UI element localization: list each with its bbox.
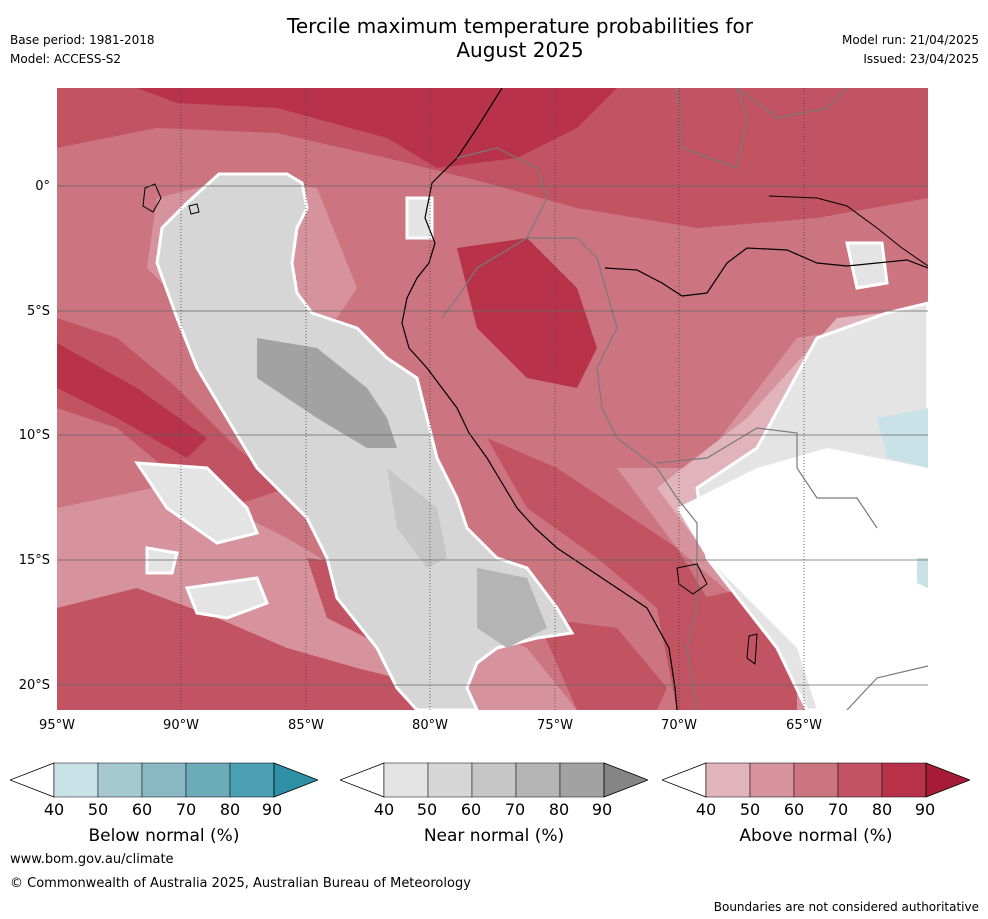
above-normal-label: Above normal (%): [739, 826, 893, 846]
no-dominant-region: [847, 668, 928, 710]
above-colorbar-segment: [749, 762, 795, 798]
below-normal-40-50-region: [877, 408, 928, 468]
below-colorbar-segment: [185, 762, 231, 798]
country-border: [441, 147, 548, 319]
below-normal-colorbar: [10, 762, 318, 798]
below-colorbar-segment: [229, 762, 275, 798]
above-tick-70: 70: [827, 800, 849, 819]
below-tick-50: 50: [87, 800, 109, 819]
above-tick-90: 90: [914, 800, 936, 819]
country-border: [656, 427, 878, 529]
below-colorbar-segment: [53, 762, 99, 798]
below-normal-40-50-region: [917, 558, 928, 588]
near-colorbar-segment: [427, 762, 473, 798]
above-normal-80-90-region: [57, 343, 207, 458]
footer-disclaimer: Boundaries are not considered authoritat…: [713, 900, 979, 914]
lat-label-5s: 5°S: [26, 304, 50, 319]
footer-copyright: © Commonwealth of Australia 2025, Austra…: [10, 876, 471, 891]
near-tick-40: 40: [373, 800, 395, 819]
near-normal-region: [134, 461, 260, 545]
lon-label-70w: 70°W: [661, 718, 697, 733]
below-colorbar-segment: [97, 762, 143, 798]
model-text: Model: ACCESS-S2: [10, 52, 122, 66]
near-normal-colorbar: [340, 762, 648, 798]
lat-label-0: 0°: [35, 179, 50, 194]
no-dominant-region: [677, 448, 928, 710]
near-normal-70-80-region: [257, 338, 397, 448]
latitude-gridlines: [57, 185, 928, 686]
below-colorbar-high-extend: [273, 762, 318, 798]
near-colorbar-high-extend: [603, 762, 648, 798]
near-normal-region: [184, 576, 269, 620]
lon-label-95w: 95°W: [39, 718, 75, 733]
near-tick-90: 90: [591, 800, 613, 819]
below-tick-40: 40: [43, 800, 65, 819]
near-tick-80: 80: [548, 800, 570, 819]
model-run-text: Model run: 21/04/2025: [841, 33, 979, 47]
lon-label-80w: 80°W: [412, 718, 448, 733]
below-tick-80: 80: [219, 800, 241, 819]
probability-map: [57, 88, 928, 710]
lat-label-10s: 10°S: [18, 428, 50, 443]
above-tick-40: 40: [695, 800, 717, 819]
country-border: [846, 665, 928, 710]
page-title: Tercile maximum temperature probabilitie…: [0, 14, 988, 62]
above-normal-70-80-region: [537, 618, 667, 710]
above-normal-70-80-region: [487, 438, 707, 608]
above-colorbar-segment: [705, 762, 751, 798]
coastline: [401, 88, 678, 710]
below-colorbar-segment: [141, 762, 187, 798]
above-colorbar-segment: [793, 762, 839, 798]
above-tick-50: 50: [739, 800, 761, 819]
near-colorbar-segment: [559, 762, 605, 798]
amazon-river: [604, 247, 928, 297]
above-colorbar-low-extend: [662, 762, 707, 798]
near-tick-60: 60: [460, 800, 482, 819]
galapagos-islands: [142, 183, 162, 213]
lon-label-75w: 75°W: [537, 718, 573, 733]
above-colorbar-high-extend: [925, 762, 970, 798]
near-normal-region: [145, 546, 179, 575]
lake-titicaca: [676, 563, 708, 595]
near-normal-label: Near normal (%): [423, 826, 565, 846]
title-line-1: Tercile maximum temperature probabilitie…: [287, 14, 753, 38]
above-tick-80: 80: [871, 800, 893, 819]
below-normal-label: Below normal (%): [88, 826, 240, 846]
lake: [746, 633, 758, 665]
lat-label-20s: 20°S: [18, 678, 50, 693]
galapagos-islands: [188, 203, 200, 215]
footer-url[interactable]: www.bom.gov.au/climate: [10, 852, 174, 867]
near-normal-region: [845, 241, 889, 290]
above-colorbar-segment: [881, 762, 927, 798]
near-colorbar-low-extend: [340, 762, 385, 798]
near-colorbar-segment: [515, 762, 561, 798]
lat-label-15s: 15°S: [18, 553, 50, 568]
near-tick-70: 70: [504, 800, 526, 819]
below-colorbar-low-extend: [10, 762, 55, 798]
near-tick-50: 50: [416, 800, 438, 819]
above-colorbar-segment: [837, 762, 883, 798]
near-normal-region: [405, 196, 434, 240]
near-colorbar-segment: [471, 762, 517, 798]
lon-label-90w: 90°W: [163, 718, 199, 733]
issued-text: Issued: 23/04/2025: [863, 52, 979, 66]
near-normal-60-70-region: [387, 468, 447, 568]
title-line-2: August 2025: [456, 38, 584, 62]
river: [768, 195, 928, 267]
below-tick-60: 60: [131, 800, 153, 819]
above-normal-colorbar: [662, 762, 970, 798]
country-border: [676, 88, 848, 169]
below-tick-90: 90: [261, 800, 283, 819]
lon-label-65w: 65°W: [786, 718, 822, 733]
above-normal-80-90-region: [457, 238, 597, 388]
country-border: [527, 237, 698, 710]
lon-label-85w: 85°W: [288, 718, 324, 733]
above-tick-60: 60: [783, 800, 805, 819]
above-normal-70-80-region: [57, 588, 477, 710]
near-normal-60-70-region: [477, 568, 547, 648]
below-tick-70: 70: [175, 800, 197, 819]
near-colorbar-segment: [383, 762, 429, 798]
base-period-text: Base period: 1981-2018: [10, 33, 155, 47]
